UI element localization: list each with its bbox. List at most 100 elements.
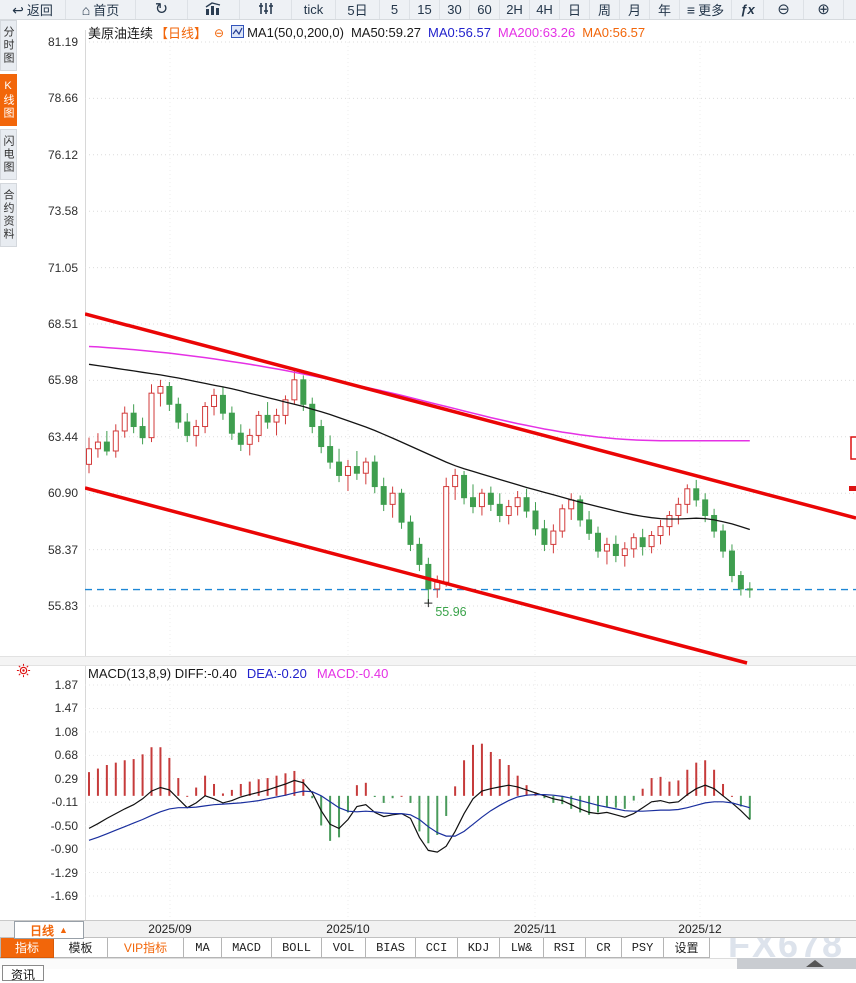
tab-VOL[interactable]: VOL: [322, 938, 366, 958]
tab-设置[interactable]: 设置: [664, 938, 710, 958]
toolbar-button-month[interactable]: 月: [620, 0, 650, 19]
toolbar-button-label: 2H: [506, 2, 523, 17]
toolbar-button-label: ƒx: [740, 2, 755, 17]
pane-separator: [0, 656, 856, 666]
toolbar-button-h4[interactable]: 4H: [530, 0, 560, 19]
period-selector-button[interactable]: 日线 ▲: [14, 921, 84, 939]
top-toolbar: ↩ 返回 ⌂ 首页 ↻ tick 5日 5 15 30 60 2H 4H 日周月年 ≡ 更多 ƒx ⊖ ⊕: [0, 0, 856, 20]
ma0-blue-value: MA0:56.57: [428, 25, 491, 40]
tab-指标[interactable]: 指标: [0, 938, 54, 958]
macd-axis-label: 1.87: [54, 678, 78, 692]
toolbar-button-tick[interactable]: tick: [292, 0, 336, 19]
toolbar-button-label: 月: [627, 3, 641, 18]
tab-BIAS[interactable]: BIAS: [366, 938, 416, 958]
price-axis-label: 63.44: [47, 429, 78, 444]
date-axis-label: 2025/10: [326, 922, 370, 936]
price-axis-label: 60.90: [47, 486, 78, 501]
chart-type-sidebar: 分时图 K线图闪电图合约资料: [0, 20, 18, 250]
tab-news[interactable]: 资讯: [2, 965, 44, 982]
toolbar-button-chart-type[interactable]: [188, 0, 240, 19]
toolbar-button-label: 周: [597, 3, 611, 18]
toolbar-button-label: 30: [447, 2, 462, 17]
toolbar-button-m60[interactable]: 60: [470, 0, 500, 19]
tab-LW&[interactable]: LW&: [500, 938, 544, 958]
tab-VIP指标[interactable]: VIP指标: [108, 938, 184, 958]
toolbar-button-label: 更多: [698, 3, 725, 18]
bar-chart-icon: [205, 2, 222, 17]
indicator-tab-bar: 指标 模板 VIP指标 MA MACD BOLL VOL BIAS CCI KDJ LW& RSI CR…: [0, 938, 710, 958]
macd-axis-label: -1.69: [50, 888, 78, 903]
toolbar-button-home[interactable]: ⌂ 首页: [66, 0, 136, 19]
toolbar-button-more[interactable]: ≡ 更多: [680, 0, 732, 19]
collapse-panel-arrow[interactable]: [806, 960, 824, 967]
toolbar-button-fx[interactable]: ƒx: [732, 0, 764, 19]
chart-title: 美原油连续 【日线】 ⊖ MA1(50,0,200,0) MA50:59.27 …: [88, 23, 645, 42]
low-price-annotation: 55.96: [435, 605, 466, 619]
macd-axis-label: 0.29: [54, 771, 78, 786]
tab-KDJ[interactable]: KDJ: [458, 938, 500, 958]
tab-CCI[interactable]: CCI: [416, 938, 458, 958]
toolbar-button-back[interactable]: ↩ 返回: [0, 0, 66, 19]
news-tab-label: 资讯: [10, 968, 35, 982]
macd-axis-label: -1.29: [50, 865, 78, 880]
tab-PSY[interactable]: PSY: [622, 938, 664, 958]
tab-BOLL[interactable]: BOLL: [272, 938, 322, 958]
macd-axis-label: 1.47: [54, 701, 78, 716]
price-axis-label: 71.05: [47, 260, 78, 275]
toolbar-button-label: 返回: [26, 3, 53, 18]
date-axis-label: 2025/11: [513, 922, 557, 936]
indicator-chart-icon: [231, 24, 245, 41]
toolbar-button-zoom-in[interactable]: ⊕: [804, 0, 844, 19]
tab-MACD[interactable]: MACD: [222, 938, 272, 958]
toolbar-button-year[interactable]: 年: [650, 0, 680, 19]
menu-icon: ≡: [686, 1, 696, 18]
price-axis-label: 55.83: [47, 599, 78, 613]
toolbar-button-m15[interactable]: 15: [410, 0, 440, 19]
horizontal-scrollbar-thumb[interactable]: [737, 958, 856, 969]
toolbar-button-label: 4H: [536, 2, 553, 17]
back-arrow-icon: ↩: [12, 1, 24, 18]
sun-icon[interactable]: [16, 663, 31, 683]
main-chart[interactable]: 55.96: [85, 30, 856, 665]
macd-axis-label: 1.08: [54, 724, 78, 739]
sidebar-item-3[interactable]: 闪电图: [0, 129, 17, 180]
toolbar-button-zoom-out[interactable]: ⊖: [764, 0, 804, 19]
macd-params-label: MACD(13,8,9) DIFF:-0.40: [88, 666, 237, 681]
date-axis-label: 2025/12: [678, 922, 722, 936]
ma50-value: MA50:59.27: [350, 25, 422, 40]
collapse-icon[interactable]: ⊖: [214, 25, 225, 40]
toolbar-button-m30[interactable]: 30: [440, 0, 470, 19]
toolbar-button-label: 首页: [93, 3, 120, 18]
sidebar-item-2[interactable]: K线图: [0, 74, 17, 126]
ma0-orange-value: MA0:56.57: [582, 25, 646, 40]
tab-模板[interactable]: 模板: [54, 938, 108, 958]
toolbar-button-5d[interactable]: 5日: [336, 0, 380, 19]
sliders-icon: [258, 2, 274, 17]
ma-settings-label: MA1(50,0,200,0): [247, 25, 344, 40]
dea-value: DEA:-0.20: [246, 666, 307, 681]
tab-CR[interactable]: CR: [586, 938, 622, 958]
price-axis-label: 68.51: [47, 317, 78, 331]
tab-MA[interactable]: MA: [184, 938, 222, 958]
toolbar-button-week[interactable]: 周: [590, 0, 620, 19]
macd-chart[interactable]: [85, 672, 856, 920]
toolbar-button-refresh[interactable]: ↻: [136, 0, 188, 19]
toolbar-button-label: 年: [657, 3, 671, 18]
toolbar-button-label: 日: [567, 3, 581, 18]
toolbar-button-day[interactable]: 日: [560, 0, 590, 19]
horizontal-scrollbar-track[interactable]: [0, 958, 856, 969]
toolbar-button-indicator-settings[interactable]: [240, 0, 292, 19]
macd-axis-label: -0.90: [50, 842, 78, 857]
toolbar-button-h2[interactable]: 2H: [500, 0, 530, 19]
toolbar-button-m5[interactable]: 5: [380, 0, 410, 19]
macd-value: MACD:-0.40: [316, 666, 389, 681]
date-axis-label: 2025/09: [148, 922, 192, 936]
price-axis-label: 58.37: [47, 542, 78, 557]
sidebar-item-1[interactable]: 分时图: [0, 20, 17, 71]
tab-RSI[interactable]: RSI: [544, 938, 586, 958]
price-axis-label: 78.66: [47, 91, 78, 106]
sidebar-item-4[interactable]: 合约资料: [0, 183, 17, 247]
toolbar-button-label: 5日: [347, 3, 368, 18]
ma200-value: MA200:63.26: [497, 25, 576, 40]
